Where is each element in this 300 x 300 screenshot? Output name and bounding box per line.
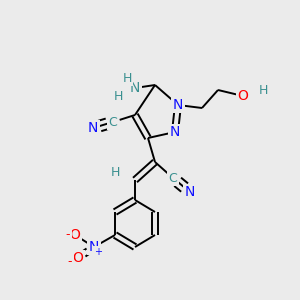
- Text: C: C: [169, 172, 177, 184]
- Text: +: +: [94, 247, 102, 257]
- Text: N: N: [173, 98, 183, 112]
- Text: N: N: [185, 185, 195, 199]
- Text: N: N: [89, 240, 99, 254]
- Text: H: H: [110, 167, 120, 179]
- Text: H: H: [122, 71, 132, 85]
- Text: O: O: [70, 228, 80, 242]
- Text: H: H: [258, 83, 268, 97]
- Text: C: C: [109, 116, 117, 128]
- Text: N: N: [170, 125, 180, 139]
- Text: H: H: [113, 91, 123, 103]
- Text: O: O: [238, 89, 248, 103]
- Text: O: O: [73, 251, 83, 265]
- Text: -: -: [68, 256, 72, 268]
- Text: N: N: [88, 121, 98, 135]
- Text: N: N: [130, 81, 140, 95]
- Text: -: -: [66, 229, 70, 242]
